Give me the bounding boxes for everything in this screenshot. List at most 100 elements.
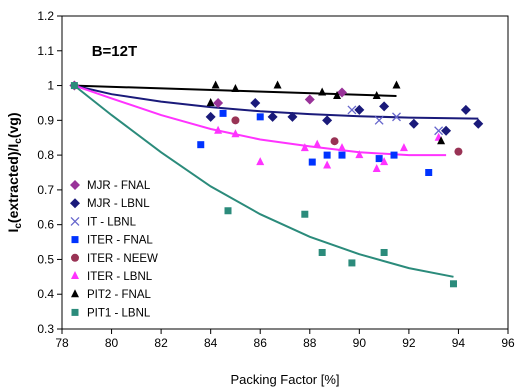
data-point xyxy=(337,143,346,152)
x-axis-ticks: 78 80 82 84 86 88 90 92 94 96 xyxy=(55,329,515,350)
data-point xyxy=(390,151,398,159)
y-tick-label: 1 xyxy=(47,79,54,93)
data-point xyxy=(256,157,265,166)
data-point xyxy=(348,259,356,267)
data-point xyxy=(322,115,333,126)
y-tick-label: 1.1 xyxy=(37,44,54,58)
data-point xyxy=(375,155,383,163)
data-point xyxy=(308,158,316,166)
trend-line xyxy=(74,84,479,120)
data-point xyxy=(250,97,261,108)
data-point xyxy=(267,111,278,122)
data-point xyxy=(256,113,264,121)
legend-marker xyxy=(71,236,79,244)
data-point xyxy=(399,143,408,152)
legend-label: MJR - LBNL xyxy=(87,198,150,210)
legend-marker xyxy=(71,253,79,262)
y-axis-title: Ic(extracted)/Ic(vg) xyxy=(5,112,24,232)
data-point xyxy=(330,137,339,146)
data-point xyxy=(231,84,240,93)
y-axis-title-subscript: c xyxy=(13,223,24,229)
data-point xyxy=(213,97,224,108)
y-axis-title-part: I xyxy=(5,229,21,233)
data-point xyxy=(372,164,381,173)
data-point xyxy=(380,157,389,166)
legend: MJR - FNAL MJR - LBNL IT - LBNL ITER - FNAL… xyxy=(70,180,158,319)
data-point xyxy=(473,118,484,129)
data-point xyxy=(434,126,444,136)
x-axis-title: Packing Factor [%] xyxy=(230,372,339,387)
y-tick-label: 1.2 xyxy=(37,9,54,23)
data-point xyxy=(347,105,357,115)
data-point xyxy=(70,82,78,90)
data-point xyxy=(231,129,240,138)
data-point xyxy=(318,248,326,256)
legend-label: ITER - LBNL xyxy=(87,271,153,283)
data-point xyxy=(214,125,223,134)
data-point xyxy=(354,104,365,115)
y-axis-title-part: (vg) xyxy=(5,112,21,138)
data-point xyxy=(287,111,298,122)
data-point xyxy=(437,136,446,145)
data-point xyxy=(197,141,205,149)
data-point xyxy=(372,90,381,99)
legend-label: MJR - FNAL xyxy=(87,180,151,192)
data-point xyxy=(441,125,452,136)
y-tick-label: 0.5 xyxy=(37,252,54,266)
x-tick-label: 78 xyxy=(55,336,69,350)
data-point xyxy=(380,248,388,256)
legend-marker xyxy=(70,180,80,190)
legend-marker xyxy=(71,289,79,298)
y-tick-label: 0.8 xyxy=(37,148,54,162)
data-point xyxy=(323,160,332,169)
x-tick-label: 88 xyxy=(303,336,317,350)
legend-label: ITER - NEEW xyxy=(87,253,158,265)
data-points xyxy=(69,80,484,288)
data-point xyxy=(323,151,331,159)
data-point xyxy=(313,139,322,148)
legend-label: PIT2 - FNAL xyxy=(87,289,152,301)
legend-marker xyxy=(70,198,80,209)
data-point xyxy=(219,109,227,117)
y-tick-label: 0.7 xyxy=(37,183,54,197)
x-tick-label: 80 xyxy=(105,336,119,350)
legend-marker xyxy=(70,216,80,226)
legend-marker xyxy=(71,308,79,316)
data-point xyxy=(206,97,215,106)
y-tick-label: 0.4 xyxy=(37,287,54,301)
y-axis-ticks: 0.3 0.4 0.5 0.6 0.7 0.8 0.9 1 1.1 1.2 xyxy=(37,9,62,336)
data-point xyxy=(300,143,309,152)
data-point xyxy=(336,87,347,98)
data-point xyxy=(333,90,342,99)
data-point xyxy=(318,87,327,96)
y-axis-title-subscript: c xyxy=(13,138,24,144)
y-tick-label: 0.6 xyxy=(37,218,54,232)
y-axis-title-part: (extracted)/I xyxy=(5,144,21,223)
x-tick-label: 86 xyxy=(254,336,268,350)
legend-label: PIT1 - LBNL xyxy=(87,307,151,319)
data-point xyxy=(231,116,240,125)
legend-label: IT - LBNL xyxy=(87,216,137,228)
data-point xyxy=(379,101,390,112)
data-point xyxy=(273,80,282,89)
data-point xyxy=(205,111,216,122)
x-tick-label: 90 xyxy=(353,336,367,350)
y-tick-label: 0.9 xyxy=(37,113,54,127)
x-tick-label: 94 xyxy=(452,336,466,350)
data-point xyxy=(304,94,315,105)
field-annotation: B=12T xyxy=(92,43,137,60)
data-point xyxy=(460,104,471,115)
data-point xyxy=(392,112,401,122)
data-point xyxy=(392,80,401,89)
x-tick-label: 84 xyxy=(204,336,218,350)
legend-label: ITER - FNAL xyxy=(87,235,153,247)
data-point xyxy=(224,207,232,215)
y-tick-label: 0.3 xyxy=(37,322,54,336)
data-point xyxy=(211,80,220,89)
x-tick-label: 82 xyxy=(154,336,168,350)
data-point xyxy=(338,151,346,159)
data-point xyxy=(454,147,463,156)
data-point xyxy=(374,115,384,125)
data-point xyxy=(301,210,309,218)
